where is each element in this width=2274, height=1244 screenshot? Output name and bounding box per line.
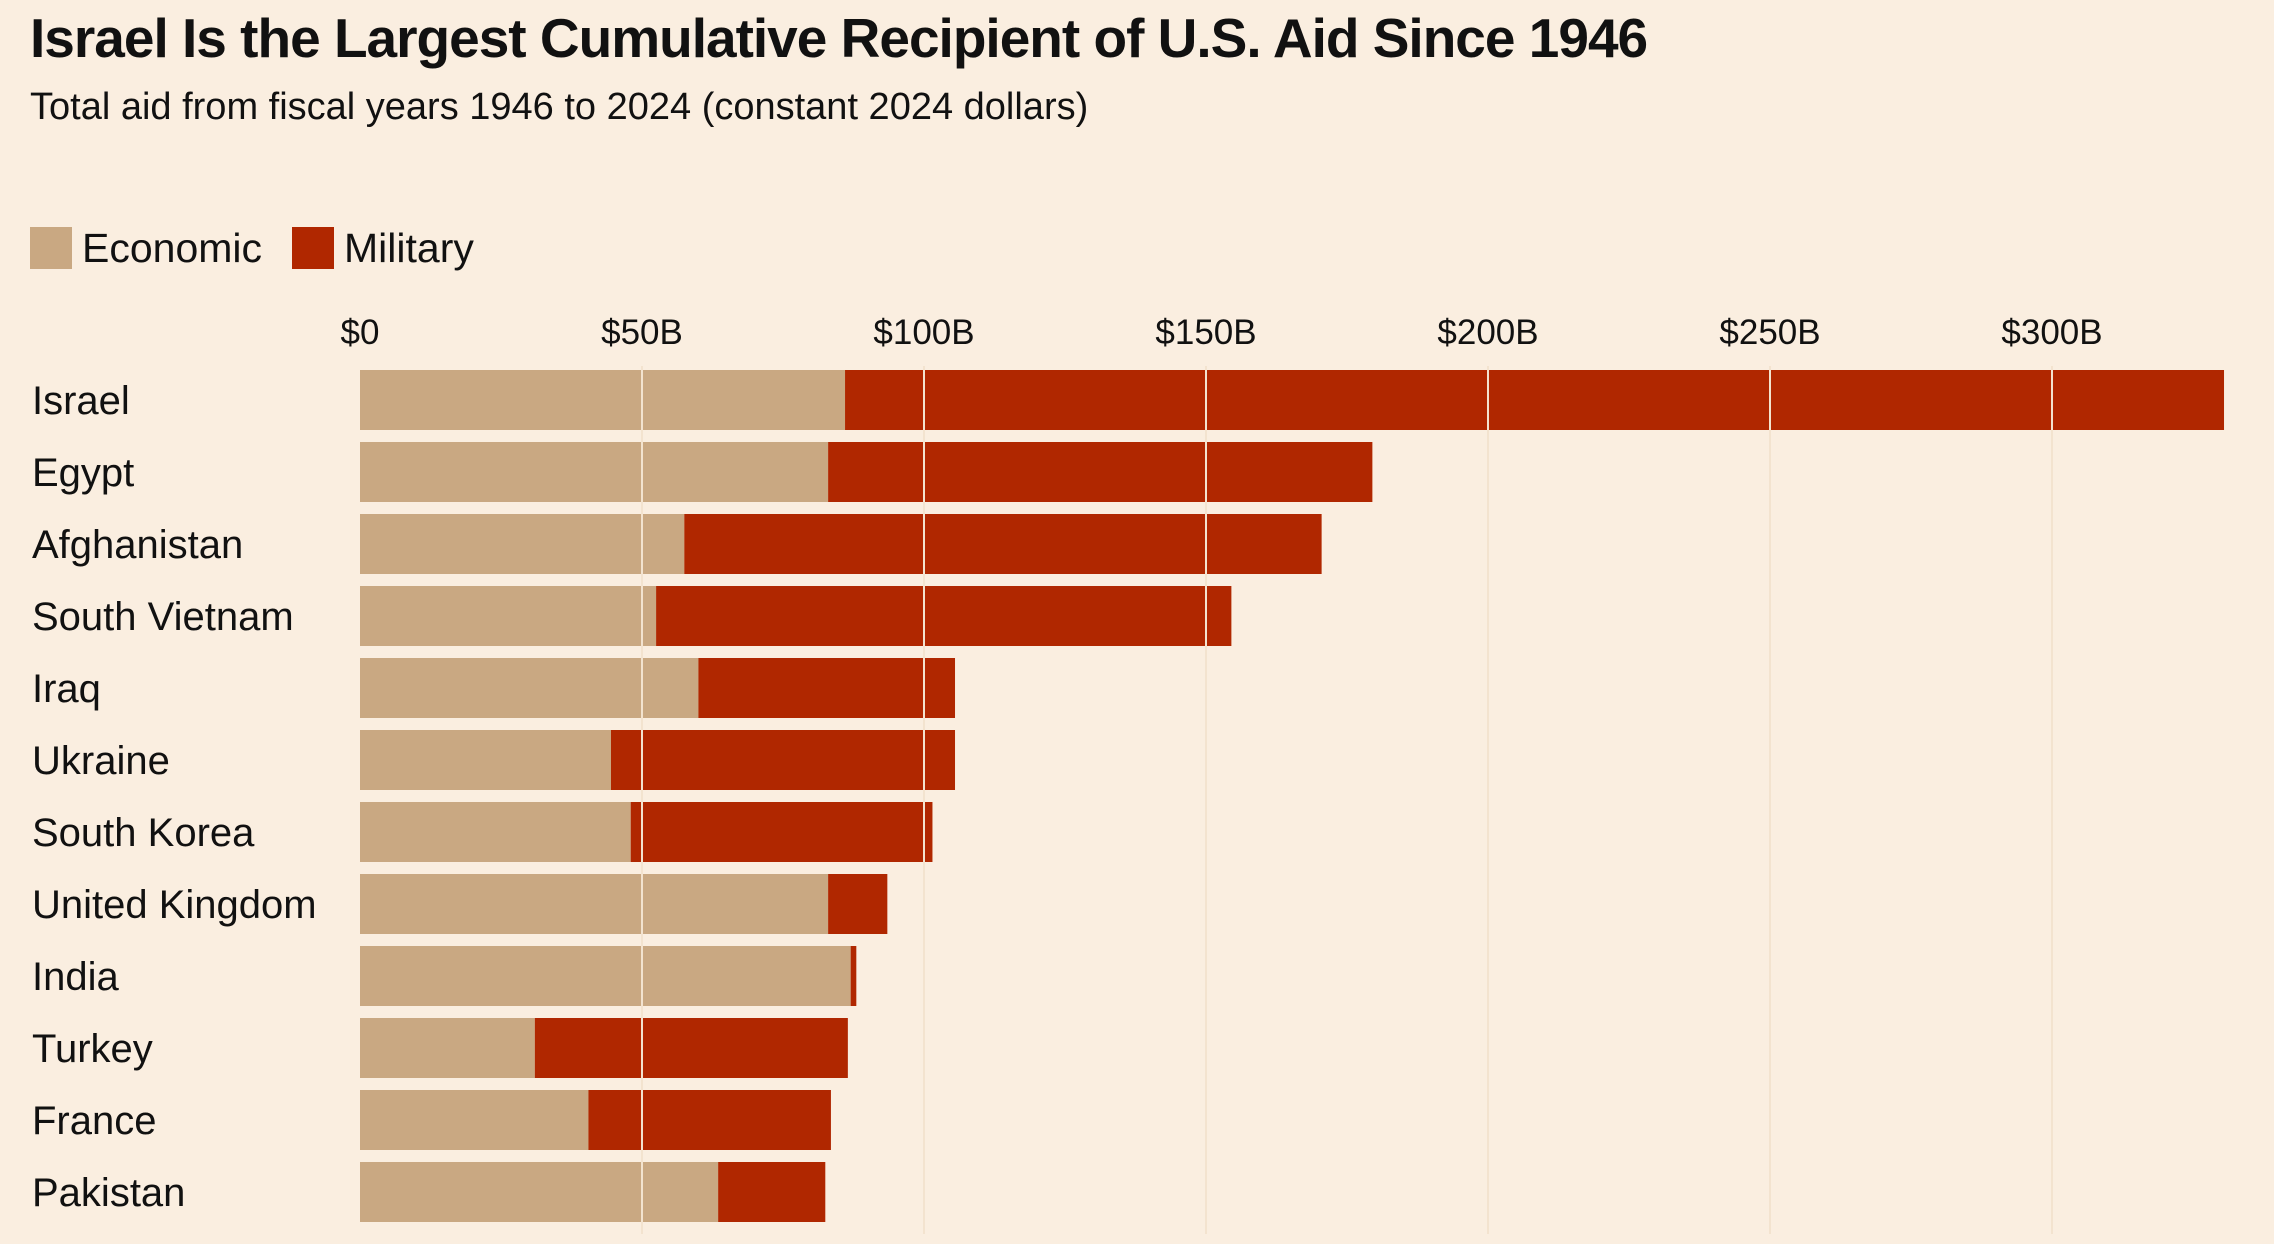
x-tick-label-300b: $300B [2001,313,2102,352]
bar-economic-pakistan [360,1162,719,1222]
bar-economic-iraq [360,658,699,718]
bar-economic-turkey [360,1018,535,1078]
category-label-south-korea: South Korea [32,811,255,855]
category-label-israel: Israel [32,379,130,423]
bar-economic-south-korea [360,802,631,862]
legend-swatch-economic [30,227,72,269]
bars-group [360,370,2225,1222]
bar-economic-israel [360,370,846,430]
bar-economic-south-vietnam [360,586,657,646]
chart-title: Israel Is the Largest Cumulative Recipie… [30,7,1648,69]
bar-economic-united-kingdom [360,874,829,934]
legend-swatch-military [292,227,335,269]
category-label-ukraine: Ukraine [32,739,170,783]
bar-military-iraq [698,658,956,718]
category-label-pakistan: Pakistan [32,1171,185,1215]
bar-military-israel [845,370,2225,430]
bar-military-south-korea [630,802,933,862]
category-label-iraq: Iraq [32,667,101,711]
x-tick-label-0: $0 [341,313,380,352]
category-label-india: India [32,955,119,999]
bar-economic-france [360,1090,589,1150]
bar-economic-ukraine [360,730,611,790]
x-tick-label-150b: $150B [1155,313,1256,352]
bar-military-turkey [534,1018,848,1078]
bar-military-france [588,1090,831,1150]
legend-label-military: Military [344,224,474,271]
category-label-united-kingdom: United Kingdom [32,883,317,927]
category-label-south-vietnam: South Vietnam [32,595,294,639]
category-label-france: France [32,1099,157,1143]
legend-item-economic: Economic [30,225,262,272]
bar-economic-afghanistan [360,514,685,574]
bar-military-pakistan [718,1162,826,1222]
chart-subtitle: Total aid from fiscal years 1946 to 2024… [30,86,1089,128]
bar-military-egypt [828,442,1373,502]
gridlines-group [641,366,2053,1234]
legend-label-economic: Economic [82,224,263,271]
bar-military-ukraine [610,730,956,790]
legend-item-military: Military [292,225,474,272]
x-tick-label-200b: $200B [1437,313,1538,352]
bar-economic-egypt [360,442,829,502]
x-tick-label-50b: $50B [601,313,683,352]
bar-economic-india [360,946,851,1006]
bar-military-south-vietnam [656,586,1232,646]
bar-military-afghanistan [684,514,1322,574]
x-tick-label-100b: $100B [873,313,974,352]
category-label-turkey: Turkey [32,1027,153,1071]
category-label-egypt: Egypt [32,451,134,495]
legend: Economic Military [30,224,504,272]
bar-military-united-kingdom [828,874,888,934]
x-tick-label-250b: $250B [1719,313,1820,352]
bar-military-india [850,946,857,1006]
category-label-afghanistan: Afghanistan [32,523,243,567]
